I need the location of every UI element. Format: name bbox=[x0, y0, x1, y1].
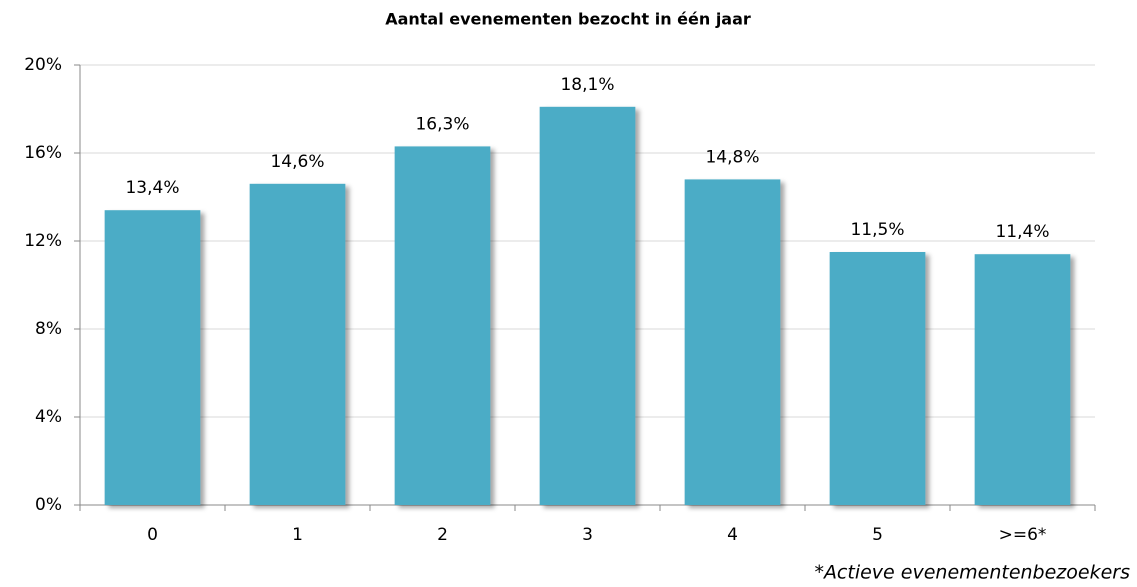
data-label: 11,5% bbox=[850, 220, 904, 240]
bar bbox=[829, 252, 926, 505]
x-tick-label: 5 bbox=[872, 525, 883, 545]
chart-title: Aantal evenementen bezocht in één jaar bbox=[385, 10, 751, 29]
bar bbox=[249, 183, 346, 506]
bar bbox=[394, 146, 491, 505]
x-tick-label: 0 bbox=[147, 525, 158, 545]
bar bbox=[539, 106, 636, 506]
data-label: 16,3% bbox=[415, 114, 469, 134]
data-label: 14,8% bbox=[705, 147, 759, 167]
bar bbox=[104, 210, 201, 505]
data-label: 11,4% bbox=[995, 222, 1049, 242]
data-label: 13,4% bbox=[125, 178, 179, 198]
data-label: 18,1% bbox=[560, 75, 614, 95]
y-tick-label: 0% bbox=[35, 495, 62, 515]
footnote: *Actieve evenementenbezoekers bbox=[814, 562, 1130, 584]
y-tick-label: 20% bbox=[24, 55, 62, 75]
y-tick-label: 4% bbox=[35, 407, 62, 427]
x-tick-label: 4 bbox=[727, 525, 738, 545]
y-tick-label: 12% bbox=[24, 231, 62, 251]
x-tick-label: 3 bbox=[582, 525, 593, 545]
bar bbox=[974, 254, 1071, 505]
x-tick-label: 1 bbox=[292, 525, 303, 545]
x-tick-label: >=6* bbox=[999, 525, 1047, 545]
y-tick-label: 8% bbox=[35, 319, 62, 339]
x-tick-label: 2 bbox=[437, 525, 448, 545]
data-label: 14,6% bbox=[270, 152, 324, 172]
y-tick-label: 16% bbox=[24, 143, 62, 163]
bar bbox=[684, 179, 781, 505]
